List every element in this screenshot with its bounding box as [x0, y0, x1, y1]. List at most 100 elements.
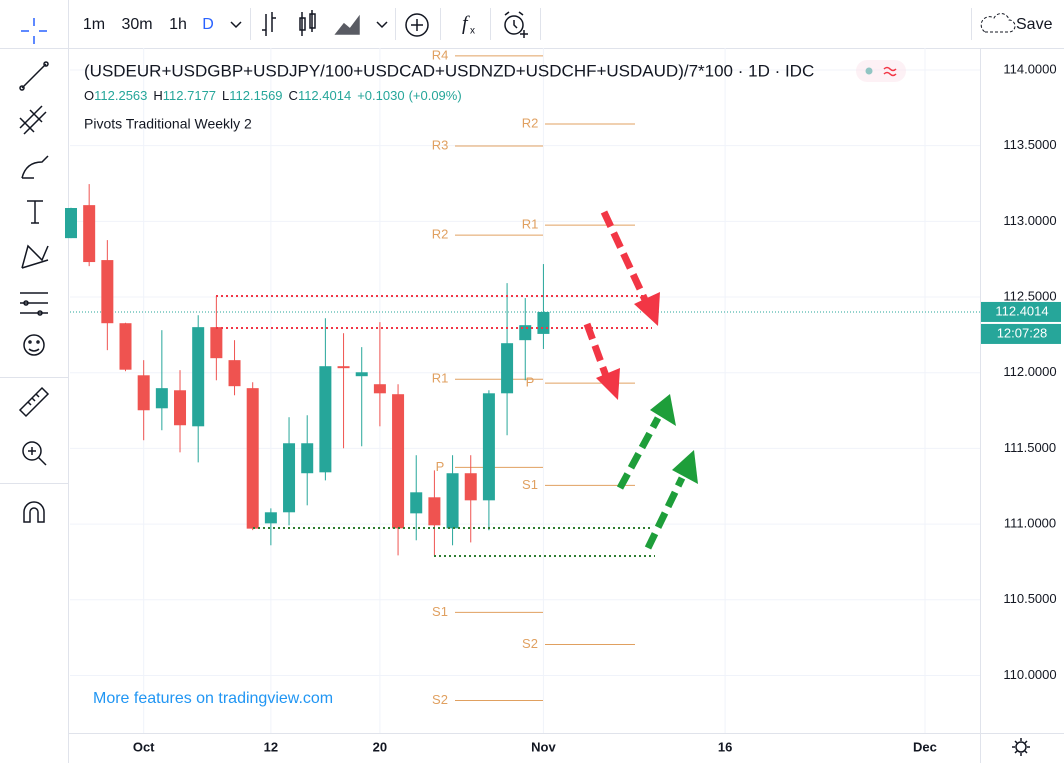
last-price-badge — [981, 301, 1061, 322]
candle-body — [228, 360, 241, 387]
candle-body — [337, 366, 350, 369]
arrow — [583, 322, 610, 378]
candle-body — [446, 473, 459, 529]
pivot-label: S1 — [432, 604, 448, 619]
arrow — [616, 416, 662, 490]
y-tick-label: 111.0000 — [1004, 516, 1056, 531]
x-tick-label: Nov — [531, 739, 556, 754]
candle-body — [210, 327, 223, 359]
ohlc-legend: O112.2563 H112.7177 L112.1569 C112.4014 +0.1… — [84, 88, 462, 103]
candle-body — [319, 366, 332, 473]
candle-body — [155, 388, 168, 409]
pivot-label: S2 — [432, 692, 448, 707]
plot: R4 R3 R2 R1 P S1 S2 R2 R1 P S1 S2 — [65, 47, 980, 733]
candle-body — [537, 311, 550, 334]
arrows — [583, 210, 698, 550]
interval-button[interactable]: 30m — [121, 16, 152, 33]
indicators-icon[interactable]: x — [470, 26, 475, 37]
y-tick-label: 112.0000 — [1003, 364, 1056, 379]
x-tick-label: 16 — [718, 739, 732, 754]
interval-button[interactable]: 1m — [83, 16, 105, 33]
countdown-badge — [981, 323, 1061, 344]
pivot-label: S2 — [522, 636, 538, 651]
drawing-tools[interactable] — [18, 18, 50, 523]
status-pill — [856, 60, 906, 82]
candle-body — [246, 388, 259, 529]
pivot-label: R3 — [432, 137, 449, 152]
arrow-head — [650, 394, 676, 426]
candle-body — [192, 327, 205, 427]
ohlc-item: 112.2563 — [94, 88, 147, 103]
pivot-label: S1 — [522, 477, 538, 492]
arrow — [600, 210, 650, 304]
candle-body — [137, 375, 150, 411]
x-tick-label: 12 — [264, 739, 278, 754]
y-tick-label: 110.0000 — [1003, 667, 1056, 682]
candle-body — [174, 390, 187, 426]
candle-body — [83, 205, 96, 263]
arrow-head — [596, 368, 620, 400]
countdown-label: 12:07:28 — [997, 325, 1048, 340]
drawings — [216, 295, 655, 557]
candle-body — [301, 443, 314, 474]
pivot-label: R2 — [522, 115, 539, 130]
y-tick-label: 114.0000 — [1003, 61, 1056, 76]
x-tick-label: Dec — [913, 739, 937, 754]
ohlc-item: 112.1569 — [229, 88, 282, 103]
ohlc-item: C — [289, 88, 298, 103]
watermark-link[interactable]: More features on tradingview.com — [93, 690, 333, 707]
interval-button[interactable]: D — [202, 16, 214, 33]
save-button[interactable]: Save — [1016, 16, 1053, 33]
dropdown-icon[interactable] — [230, 21, 242, 29]
y-tick-label: 113.5000 — [1003, 137, 1056, 152]
symbol-title: (USDEUR+USDGBP+USDJPY/100+USDCAD+USDNZD+… — [84, 61, 814, 80]
interval-button[interactable]: 1h — [169, 16, 187, 33]
candle-body — [428, 497, 441, 526]
y-tick-label: 111.5000 — [1004, 440, 1056, 455]
arrow — [644, 476, 686, 550]
pivot-label: R2 — [432, 227, 449, 242]
indicator-legend: Pivots Traditional Weekly 2 — [84, 116, 252, 132]
last-price-label: 112.4014 — [995, 303, 1048, 318]
candle-body — [482, 393, 495, 501]
candle-body — [283, 443, 296, 513]
status-icon — [883, 66, 897, 77]
y-tick-label: 113.0000 — [1003, 213, 1056, 228]
arrow-head — [672, 450, 698, 484]
ohlc-item: H — [153, 88, 162, 103]
x-tick-label: Oct — [133, 739, 155, 754]
indicators-icon[interactable]: f — [462, 13, 470, 35]
candle-body — [101, 260, 114, 324]
ohlc-item: (+0.09%) — [409, 88, 462, 103]
pivot-label: P — [436, 459, 445, 474]
candle-body — [410, 492, 423, 514]
save-icon[interactable] — [980, 13, 1016, 33]
candle-body — [264, 512, 277, 524]
x-tick-label: 20 — [373, 739, 387, 754]
pivot-label: R4 — [432, 47, 449, 62]
candle-body — [501, 343, 514, 394]
candle-body — [119, 323, 132, 370]
settings-icon[interactable] — [1012, 738, 1030, 756]
pivot-label: R1 — [432, 371, 449, 386]
candle-body — [392, 394, 405, 529]
candle-body — [355, 372, 368, 377]
arrow-head — [634, 292, 660, 326]
bar-style-icon[interactable] — [262, 10, 388, 36]
pivot-label: R1 — [522, 217, 539, 232]
y-tick-label: 112.5000 — [1003, 288, 1056, 303]
ohlc-item: L — [222, 88, 229, 103]
alert-icon[interactable] — [504, 11, 528, 38]
candle-body — [65, 208, 77, 239]
ohlc-item: O — [84, 88, 94, 103]
candle-body — [464, 473, 477, 501]
ohlc-item: 112.4014 — [298, 88, 351, 103]
candle-body — [373, 384, 386, 394]
ohlc-item: 112.7177 — [163, 88, 216, 103]
compare-icon[interactable] — [405, 13, 429, 37]
y-tick-label: 110.5000 — [1003, 591, 1056, 606]
pivot-label: P — [526, 375, 535, 390]
ohlc-item: +0.1030 — [357, 88, 404, 103]
